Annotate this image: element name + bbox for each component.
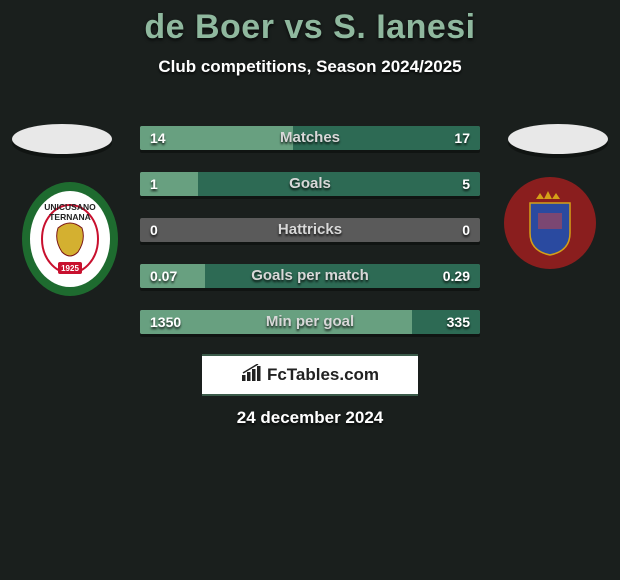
stat-row: Hattricks0 0 <box>140 218 480 242</box>
svg-text:1925: 1925 <box>61 264 79 273</box>
stat-value-right: 5 <box>452 172 480 196</box>
club-badge-left: UNICUSANO TERNANA 1925 <box>20 180 120 298</box>
stat-label: Goals per match <box>140 264 480 288</box>
stat-value-right: 335 <box>437 310 480 334</box>
stat-value-right: 0 <box>452 218 480 242</box>
stat-label: Hattricks <box>140 218 480 242</box>
subtitle: Club competitions, Season 2024/2025 <box>0 57 620 77</box>
date: 24 december 2024 <box>0 408 620 428</box>
comparison-card: de Boer vs S. Ianesi Club competitions, … <box>0 0 620 77</box>
stat-row: Min per goal1350335 <box>140 310 480 334</box>
svg-text:UNICUSANO: UNICUSANO <box>44 202 96 212</box>
stat-value-left: 14 <box>140 126 176 150</box>
stat-row: Matches14 17 <box>140 126 480 150</box>
brand-box[interactable]: FcTables.com <box>202 354 418 396</box>
svg-text:TERNANA: TERNANA <box>49 212 91 222</box>
club-badge-right <box>500 164 600 282</box>
stat-value-left: 0.07 <box>140 264 187 288</box>
stat-value-left: 0 <box>140 218 168 242</box>
stat-label: Matches <box>140 126 480 150</box>
flag-left <box>12 124 112 154</box>
brand-text: FcTables.com <box>267 365 379 385</box>
stat-row: Goals1 5 <box>140 172 480 196</box>
stat-value-right: 0.29 <box>433 264 480 288</box>
stat-bars: Matches14 17 Goals1 5 Hattricks0 0 Goals per m… <box>140 126 480 356</box>
page-title: de Boer vs S. Ianesi <box>0 8 620 47</box>
flag-right <box>508 124 608 154</box>
chart-icon <box>241 364 263 387</box>
stat-value-left: 1350 <box>140 310 191 334</box>
stat-row: Goals per match0.07 0.29 <box>140 264 480 288</box>
stat-label: Goals <box>140 172 480 196</box>
stat-value-right: 17 <box>444 126 480 150</box>
stat-value-left: 1 <box>140 172 168 196</box>
